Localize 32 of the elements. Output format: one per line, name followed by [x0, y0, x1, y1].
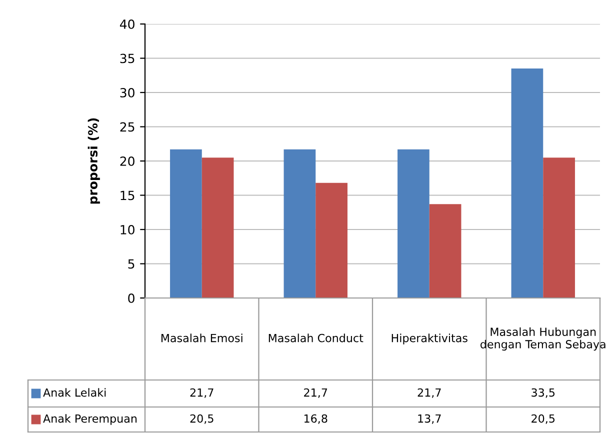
- y-tick-label: 10: [120, 224, 134, 234]
- x-tick-label: Masalah Emosi: [161, 334, 242, 342]
- y-tick-label: 40: [120, 19, 134, 29]
- bar: [202, 158, 234, 298]
- bar: [170, 149, 202, 298]
- data-label: 21,7: [304, 388, 328, 398]
- bar: [398, 149, 430, 298]
- x-tick-label: Masalah Hubungan dengan Teman Sebaya: [480, 327, 606, 351]
- x-tick-label: Hiperaktivitas: [392, 334, 468, 344]
- y-tick-label: 15: [120, 190, 134, 200]
- data-label: 20,5: [532, 414, 555, 424]
- y-tick-label: 20: [120, 156, 134, 166]
- data-label: 21,7: [190, 388, 214, 398]
- bar: [316, 182, 348, 298]
- y-tick-label: 35: [120, 54, 134, 64]
- x-tick-label: Masalah Conduct: [268, 334, 364, 342]
- legend-label: Anak Perempuan: [43, 414, 137, 425]
- bar: [429, 204, 462, 298]
- legend-label: Anak Lelaki: [43, 388, 106, 397]
- bar: [511, 68, 544, 298]
- y-tick-label: 5: [128, 259, 134, 269]
- data-label: 33,5: [532, 388, 555, 398]
- data-label: 20,5: [190, 414, 214, 424]
- y-tick-label: 0: [128, 293, 134, 303]
- y-tick-label: 25: [120, 122, 134, 132]
- data-label: 21,7: [418, 388, 441, 398]
- bar: [284, 149, 316, 298]
- bar: [543, 158, 575, 298]
- y-tick-label: 30: [120, 88, 134, 98]
- y-axis-title: proporsi (%): [88, 118, 100, 204]
- data-label: 16,8: [304, 414, 328, 424]
- data-label: 13,7: [418, 414, 441, 424]
